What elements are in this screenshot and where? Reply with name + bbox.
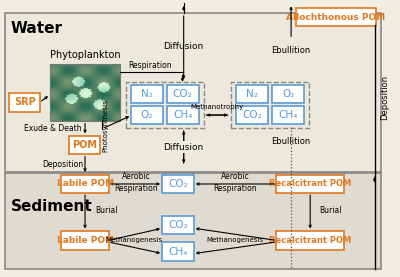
Text: Diffusion: Diffusion: [164, 143, 204, 152]
Text: POM: POM: [72, 140, 97, 150]
Text: O₂: O₂: [282, 89, 294, 99]
Text: Methanotrophy: Methanotrophy: [190, 104, 244, 110]
Text: CO₂: CO₂: [242, 110, 262, 120]
Text: Respiration: Respiration: [114, 184, 158, 193]
FancyBboxPatch shape: [276, 231, 344, 250]
Text: CH₄: CH₄: [173, 110, 192, 120]
FancyBboxPatch shape: [296, 8, 376, 26]
Text: Ebullition: Ebullition: [272, 137, 311, 146]
Text: Respiration: Respiration: [128, 61, 172, 70]
Text: Water: Water: [11, 21, 63, 36]
Text: CH₄: CH₄: [278, 110, 298, 120]
Text: Labile POM: Labile POM: [57, 236, 114, 245]
FancyBboxPatch shape: [61, 231, 109, 250]
Bar: [5, 13, 381, 171]
Text: Labile POM: Labile POM: [57, 179, 114, 188]
Text: N₂: N₂: [246, 89, 258, 99]
FancyBboxPatch shape: [272, 106, 304, 124]
FancyBboxPatch shape: [166, 106, 199, 124]
Text: CO₂: CO₂: [168, 220, 188, 230]
Text: Diffusion: Diffusion: [164, 42, 204, 51]
Text: Burial: Burial: [319, 206, 342, 215]
Text: CO₂: CO₂: [173, 89, 192, 99]
FancyBboxPatch shape: [276, 175, 344, 193]
FancyBboxPatch shape: [236, 106, 268, 124]
FancyBboxPatch shape: [61, 175, 109, 193]
Text: Methanogenesis: Methanogenesis: [105, 237, 162, 243]
Text: Burial: Burial: [95, 206, 118, 215]
Bar: [5, 173, 381, 270]
Text: O₂: O₂: [141, 110, 153, 120]
Text: SRP: SRP: [14, 98, 36, 107]
Text: Deposition: Deposition: [380, 75, 390, 120]
Text: Phytoplankton: Phytoplankton: [50, 50, 120, 60]
Text: CO₂: CO₂: [168, 179, 188, 189]
Text: Sediment: Sediment: [11, 199, 92, 214]
FancyBboxPatch shape: [69, 136, 100, 155]
Text: Aerobic: Aerobic: [122, 172, 150, 181]
FancyBboxPatch shape: [272, 85, 304, 104]
FancyBboxPatch shape: [236, 85, 268, 104]
Text: CH₄: CH₄: [168, 247, 188, 257]
Bar: [231, 82, 309, 128]
FancyBboxPatch shape: [162, 216, 194, 234]
Text: Exude & Death: Exude & Death: [24, 124, 81, 133]
Text: Methanogenesis: Methanogenesis: [207, 237, 264, 243]
FancyBboxPatch shape: [162, 242, 194, 261]
Text: Recalcitrant POM: Recalcitrant POM: [269, 179, 351, 188]
FancyBboxPatch shape: [166, 85, 199, 104]
Text: Aerobic: Aerobic: [221, 172, 250, 181]
Text: Ebullition: Ebullition: [272, 46, 311, 55]
Text: Respiration: Respiration: [214, 184, 257, 193]
Bar: [126, 82, 204, 128]
Text: N₂: N₂: [141, 89, 153, 99]
Bar: [50, 64, 120, 120]
Text: Photosynthesis: Photosynthesis: [102, 99, 108, 152]
FancyBboxPatch shape: [131, 85, 163, 104]
Text: Deposition: Deposition: [42, 160, 83, 169]
Text: Diffusion: Diffusion: [164, 143, 204, 152]
FancyBboxPatch shape: [131, 106, 163, 124]
FancyBboxPatch shape: [10, 93, 40, 112]
Text: Allochthonous POM: Allochthonous POM: [286, 13, 386, 22]
FancyBboxPatch shape: [162, 175, 194, 193]
Text: Recalcitrant POM: Recalcitrant POM: [269, 236, 351, 245]
